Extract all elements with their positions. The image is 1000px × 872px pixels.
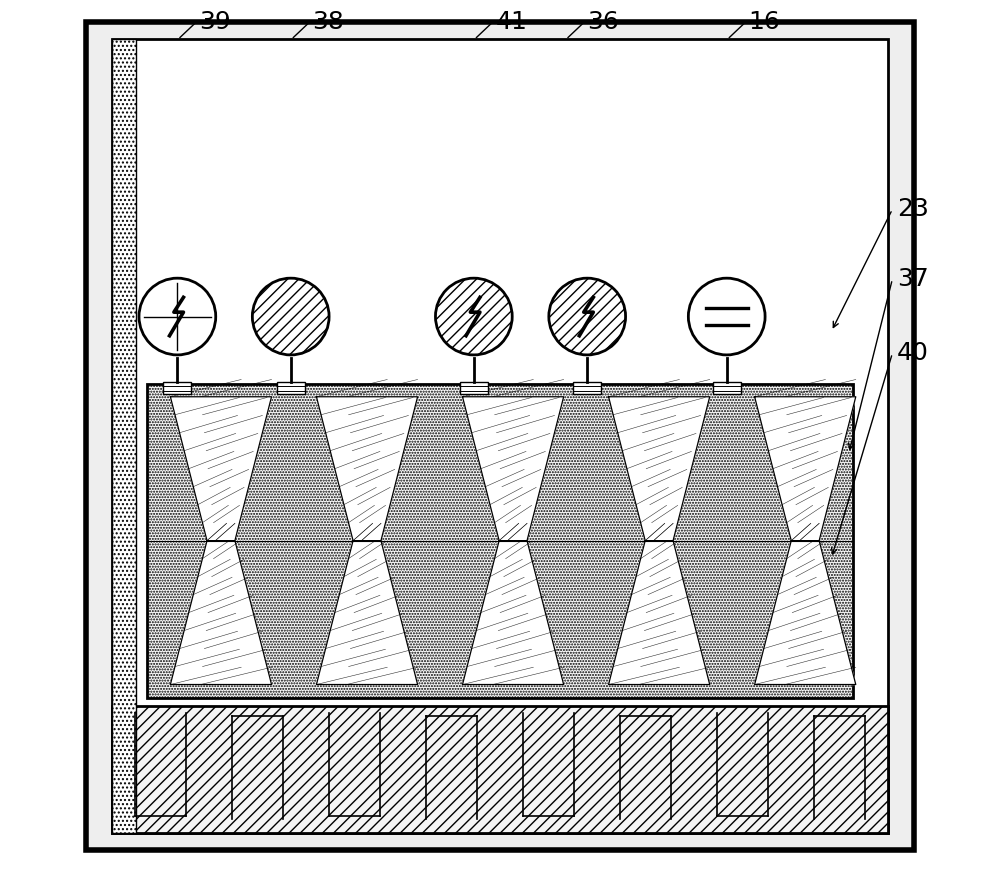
Text: 36: 36 (587, 10, 619, 34)
Circle shape (688, 278, 765, 355)
Polygon shape (170, 541, 272, 685)
Polygon shape (609, 397, 710, 541)
Bar (147, 384, 853, 698)
Polygon shape (170, 397, 272, 541)
Bar (573, 382, 601, 394)
Circle shape (549, 278, 626, 355)
Bar (163, 382, 191, 394)
Polygon shape (463, 541, 564, 685)
Text: 16: 16 (749, 10, 780, 34)
Text: 23: 23 (897, 197, 929, 221)
Bar (112, 39, 888, 833)
Text: 37: 37 (897, 267, 929, 291)
Polygon shape (316, 541, 418, 685)
Text: 38: 38 (313, 10, 344, 34)
Bar (112, 39, 136, 833)
Bar (460, 382, 488, 394)
Polygon shape (755, 397, 856, 541)
Polygon shape (316, 397, 418, 541)
Text: 39: 39 (199, 10, 231, 34)
Text: 41: 41 (496, 10, 528, 34)
Circle shape (139, 278, 216, 355)
Polygon shape (463, 397, 564, 541)
Polygon shape (609, 541, 710, 685)
Circle shape (252, 278, 329, 355)
Polygon shape (755, 541, 856, 685)
Bar (713, 382, 741, 394)
Bar (277, 382, 305, 394)
Bar (112, 706, 888, 833)
Text: 40: 40 (897, 341, 929, 365)
Circle shape (435, 278, 512, 355)
